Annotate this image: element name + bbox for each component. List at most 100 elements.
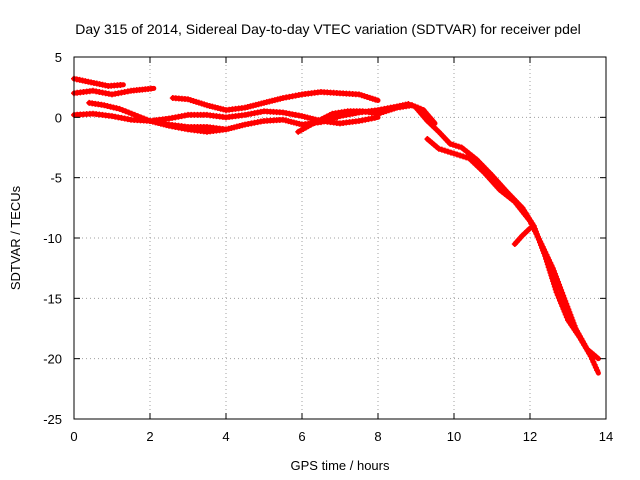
data-point-marker: [553, 276, 560, 283]
data-point-marker: [593, 353, 600, 360]
data-point-marker: [524, 227, 531, 234]
data-point-marker: [591, 361, 598, 368]
y-axis-label: SDTVAR / TECUs: [8, 185, 23, 290]
data-point-marker: [117, 81, 124, 88]
data-point-marker: [552, 286, 559, 293]
data-point-marker: [551, 270, 558, 277]
series-track-1: [71, 75, 126, 89]
data-point-marker: [457, 152, 464, 159]
data-point-marker: [438, 146, 445, 153]
data-point-marker: [119, 107, 126, 114]
data-point-marker: [385, 107, 392, 114]
series-track-7: [295, 102, 427, 135]
data-point-marker: [444, 148, 451, 155]
data-point-marker: [558, 300, 565, 307]
x-tick-label: 2: [146, 429, 153, 444]
data-point-marker: [562, 298, 569, 305]
data-point-marker: [450, 141, 457, 148]
data-point-marker: [383, 108, 390, 115]
data-point-marker: [460, 153, 467, 160]
data-point-marker: [557, 297, 564, 304]
y-tick-label: 5: [55, 50, 62, 65]
data-point-marker: [556, 281, 563, 288]
data-point-marker: [554, 278, 561, 285]
data-point-marker: [113, 105, 120, 112]
data-point-marker: [104, 102, 111, 109]
data-point-marker: [190, 97, 197, 104]
data-point-marker: [549, 265, 556, 272]
chart-title: Day 315 of 2014, Sidereal Day-to-day VTE…: [75, 21, 581, 37]
data-point-marker: [592, 364, 599, 371]
data-point-marker: [555, 294, 562, 301]
axis-ticks: 0 2 4 6 8 10 12 14 5 0 -5 -10 -15 -20 -25: [43, 50, 613, 444]
data-point-marker: [198, 100, 205, 107]
data-point-marker: [553, 289, 560, 296]
data-point-marker: [552, 273, 559, 280]
data-point-marker: [116, 105, 123, 112]
data-point-marker: [451, 150, 457, 157]
y-tick-label: -15: [43, 291, 62, 306]
x-tick-label: 8: [374, 429, 381, 444]
data-point-marker: [369, 95, 376, 102]
data-point-marker: [568, 314, 575, 321]
data-point-marker: [559, 289, 566, 296]
data-point-marker: [185, 96, 191, 103]
data-point-marker: [571, 322, 578, 329]
x-tick-label: 12: [523, 429, 537, 444]
data-point-marker: [560, 292, 567, 299]
data-point-marker: [447, 140, 454, 147]
series-track-10: [511, 225, 533, 248]
data-point-marker: [455, 143, 462, 150]
data-point-marker: [589, 356, 596, 363]
data-point-marker: [122, 108, 129, 115]
data-point-marker: [565, 306, 572, 313]
data-point-marker: [570, 320, 577, 327]
data-point-marker: [361, 93, 368, 100]
data-point-marker: [409, 102, 416, 109]
data-point-marker: [561, 295, 568, 302]
data-point-marker: [110, 104, 117, 111]
y-tick-label: -20: [43, 352, 62, 367]
data-point-marker: [567, 311, 574, 318]
data-point-marker: [564, 303, 571, 310]
data-point-marker: [569, 317, 576, 324]
data-point-marker: [550, 267, 557, 274]
y-tick-label: -25: [43, 412, 62, 427]
x-tick-label: 14: [599, 429, 613, 444]
data-point-marker: [559, 303, 566, 310]
data-point-marker: [441, 147, 448, 154]
data-point-marker: [590, 358, 597, 365]
data-point-marker: [454, 151, 461, 158]
x-tick-label: 0: [70, 429, 77, 444]
data-point-marker: [101, 102, 108, 109]
data-point-marker: [435, 145, 442, 152]
data-point-marker: [364, 93, 371, 100]
data-point-marker: [391, 105, 398, 112]
x-tick-label: 4: [222, 429, 229, 444]
data-point-marker: [193, 98, 200, 105]
series-track-2: [71, 85, 157, 98]
data-point-marker: [551, 283, 558, 290]
series-track-6: [169, 88, 381, 114]
data-point-marker: [557, 284, 564, 291]
data-point-marker: [125, 109, 132, 116]
data-point-marker: [558, 287, 565, 294]
x-axis-label: GPS time / hours: [291, 458, 390, 473]
data-point-marker: [366, 94, 373, 101]
y-tick-label: -10: [43, 231, 62, 246]
data-point-marker: [147, 85, 154, 92]
data-point-marker: [447, 149, 454, 156]
y-tick-label: 0: [55, 110, 62, 125]
data-point-marker: [358, 92, 365, 99]
data-point-marker: [377, 109, 384, 116]
x-tick-label: 10: [447, 429, 461, 444]
data-point-marker: [195, 99, 202, 106]
data-point-marker: [554, 292, 561, 299]
data-point-marker: [550, 280, 557, 287]
x-tick-label: 6: [298, 429, 305, 444]
data-point-marker: [594, 367, 601, 374]
data-point-marker: [463, 154, 470, 161]
data-point-marker: [356, 91, 362, 98]
data-point-marker: [452, 142, 459, 149]
